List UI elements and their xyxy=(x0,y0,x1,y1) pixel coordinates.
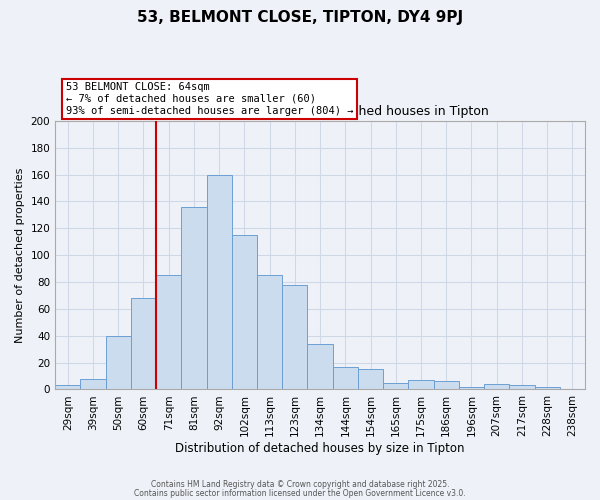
Bar xyxy=(80,378,106,390)
X-axis label: Distribution of detached houses by size in Tipton: Distribution of detached houses by size … xyxy=(175,442,465,455)
Bar xyxy=(106,336,131,390)
Bar xyxy=(181,207,206,390)
Bar xyxy=(358,370,383,390)
Bar xyxy=(459,387,484,390)
Bar xyxy=(307,344,332,390)
Bar xyxy=(509,386,535,390)
Bar xyxy=(332,366,358,390)
Text: Contains HM Land Registry data © Crown copyright and database right 2025.: Contains HM Land Registry data © Crown c… xyxy=(151,480,449,489)
Bar xyxy=(232,235,257,390)
Title: Size of property relative to detached houses in Tipton: Size of property relative to detached ho… xyxy=(152,106,488,118)
Bar xyxy=(409,380,434,390)
Bar xyxy=(55,386,80,390)
Text: 53, BELMONT CLOSE, TIPTON, DY4 9PJ: 53, BELMONT CLOSE, TIPTON, DY4 9PJ xyxy=(137,10,463,25)
Bar xyxy=(156,276,181,390)
Bar xyxy=(206,174,232,390)
Text: 53 BELMONT CLOSE: 64sqm
← 7% of detached houses are smaller (60)
93% of semi-det: 53 BELMONT CLOSE: 64sqm ← 7% of detached… xyxy=(66,82,353,116)
Bar xyxy=(434,382,459,390)
Bar xyxy=(535,387,560,390)
Bar xyxy=(131,298,156,390)
Bar xyxy=(282,284,307,390)
Text: Contains public sector information licensed under the Open Government Licence v3: Contains public sector information licen… xyxy=(134,490,466,498)
Bar xyxy=(484,384,509,390)
Bar xyxy=(383,382,409,390)
Bar xyxy=(257,276,282,390)
Y-axis label: Number of detached properties: Number of detached properties xyxy=(15,168,25,343)
